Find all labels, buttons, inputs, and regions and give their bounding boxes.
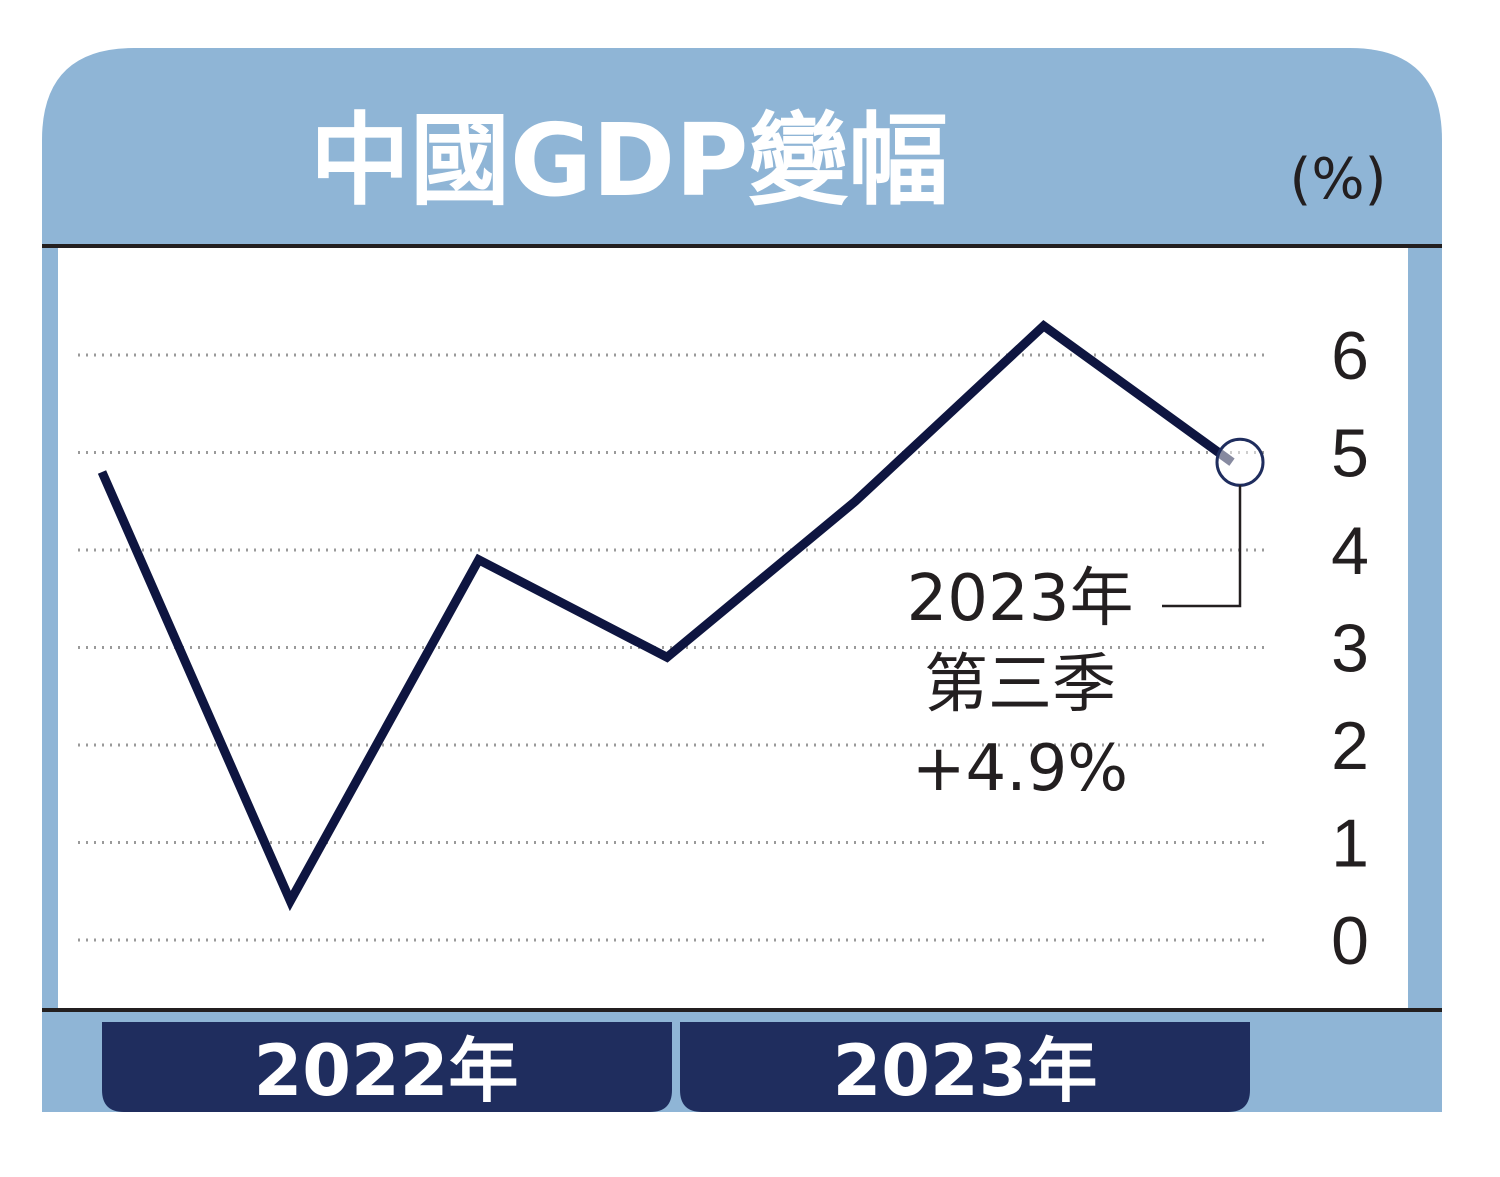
annotation-line-2: 第三季 — [924, 648, 1116, 722]
year-label-2023: 2023年 — [833, 1030, 1098, 1112]
annotation-line-1: 2023年 — [907, 562, 1134, 636]
y-tick-5: 5 — [1331, 416, 1369, 492]
year-bar-2023 — [680, 1022, 1250, 1112]
annotation-line-3: +4.9% — [912, 732, 1128, 806]
chart-title: 中國GDP變幅 — [310, 102, 948, 219]
unit-label: (%) — [1290, 147, 1387, 212]
y-tick-0: 0 — [1331, 903, 1369, 979]
y-tick-1: 1 — [1331, 806, 1369, 882]
series-line — [97, 319, 1235, 912]
year-label-2022: 2022年 — [254, 1030, 519, 1112]
y-tick-4: 4 — [1331, 513, 1369, 589]
plot-area — [58, 248, 1408, 1010]
y-tick-2: 2 — [1331, 708, 1369, 784]
annotation-leader — [1162, 485, 1242, 608]
year-bar-2022 — [102, 1022, 672, 1112]
y-tick-6: 6 — [1331, 318, 1369, 394]
gridlines — [78, 353, 1270, 942]
y-tick-labels: 0 1 2 3 4 5 6 — [1331, 318, 1369, 979]
y-tick-3: 3 — [1331, 611, 1369, 687]
annotation-marker — [1215, 437, 1265, 487]
